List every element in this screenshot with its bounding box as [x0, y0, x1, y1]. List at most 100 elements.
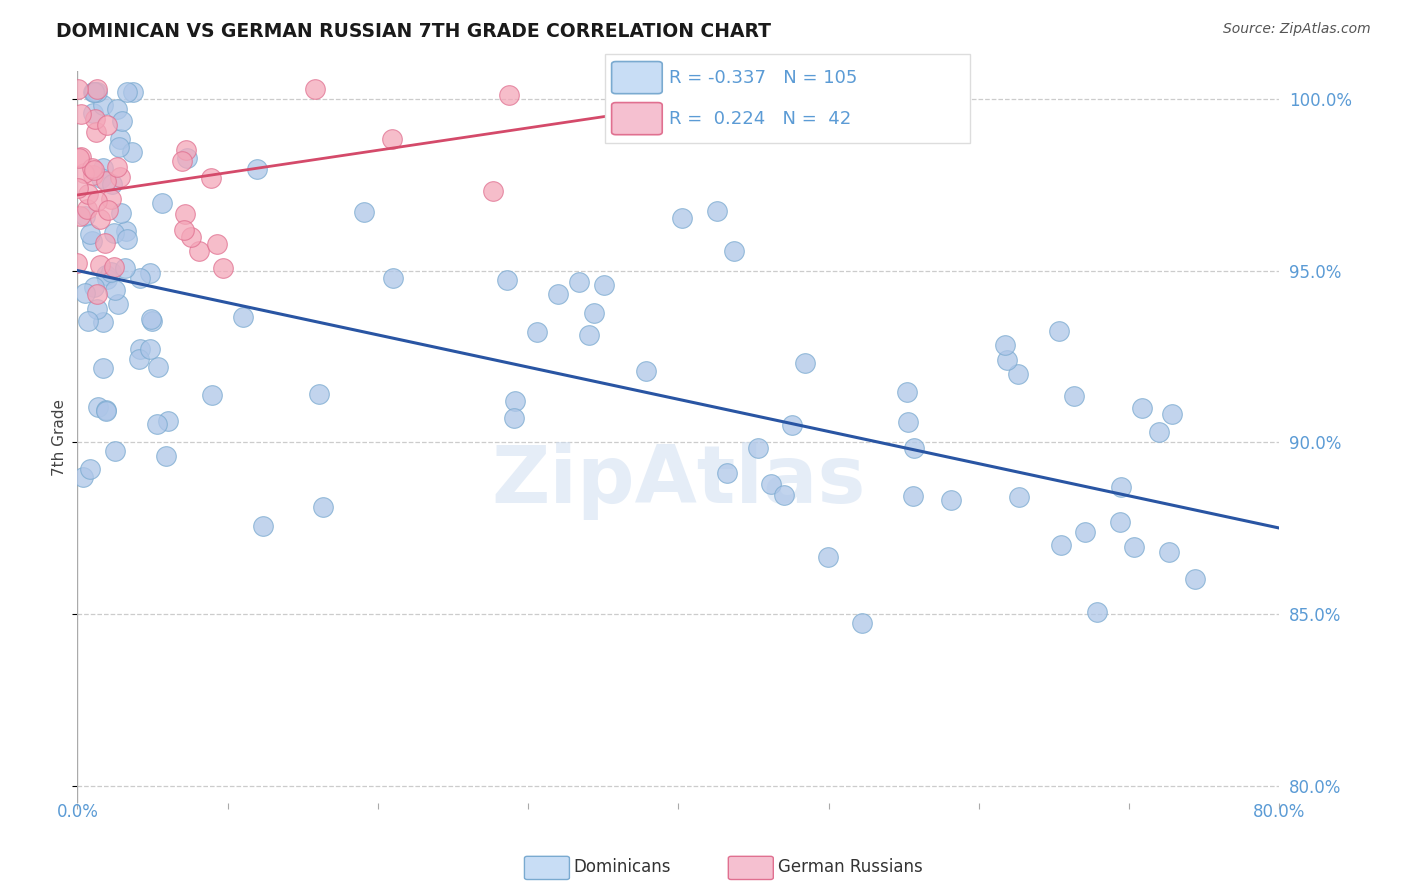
- Point: [382, 271, 405, 285]
- Point: [111, 114, 134, 128]
- Point: [939, 492, 962, 507]
- Point: [503, 394, 526, 409]
- Point: [1047, 324, 1070, 338]
- Point: [86, 85, 108, 99]
- Point: [73, 285, 96, 300]
- Point: [100, 265, 122, 279]
- Point: [96, 272, 118, 286]
- Point: [592, 278, 614, 293]
- Point: [903, 489, 925, 503]
- Point: [104, 283, 127, 297]
- Text: German Russians: German Russians: [778, 858, 922, 876]
- Point: [311, 500, 333, 515]
- Point: [89, 258, 111, 272]
- Point: [69, 210, 91, 224]
- Point: [200, 171, 222, 186]
- Point: [115, 224, 138, 238]
- Point: [86, 286, 108, 301]
- Point: [201, 388, 224, 402]
- Point: [180, 229, 202, 244]
- Point: [84, 112, 107, 126]
- Point: [1157, 545, 1180, 559]
- Point: [636, 90, 658, 104]
- Point: [91, 315, 114, 329]
- Point: [583, 305, 606, 319]
- Point: [86, 81, 108, 95]
- Point: [83, 163, 105, 178]
- Point: [73, 166, 96, 180]
- Point: [96, 268, 118, 283]
- Point: [1073, 524, 1095, 539]
- Point: [86, 302, 108, 317]
- Point: [634, 364, 657, 378]
- Point: [1063, 389, 1085, 403]
- Point: [84, 125, 107, 139]
- Point: [308, 387, 330, 401]
- Point: [1109, 480, 1132, 494]
- Point: [69, 107, 91, 121]
- Point: [100, 192, 122, 206]
- Point: [97, 202, 120, 217]
- Point: [103, 226, 125, 240]
- Point: [148, 360, 170, 375]
- Text: 80.0%: 80.0%: [1253, 803, 1306, 821]
- Point: [93, 161, 115, 176]
- Point: [1123, 540, 1146, 554]
- Point: [66, 81, 89, 95]
- Text: Dominicans: Dominicans: [574, 858, 671, 876]
- Point: [1184, 572, 1206, 586]
- Point: [107, 140, 129, 154]
- Point: [187, 244, 209, 258]
- Point: [79, 227, 101, 242]
- Point: [91, 361, 114, 376]
- Point: [90, 171, 112, 186]
- Point: [496, 273, 519, 287]
- Point: [72, 470, 94, 484]
- Point: [115, 232, 138, 246]
- Point: [1085, 605, 1108, 619]
- Point: [73, 209, 96, 223]
- Point: [114, 260, 136, 275]
- Point: [173, 223, 195, 237]
- Point: [246, 162, 269, 177]
- Point: [141, 314, 163, 328]
- Point: [94, 173, 117, 187]
- Point: [232, 310, 254, 325]
- Point: [141, 312, 163, 326]
- Point: [146, 417, 169, 432]
- Text: R = -0.337   N = 105: R = -0.337 N = 105: [669, 69, 858, 87]
- Text: ZipAtlas: ZipAtlas: [491, 442, 866, 520]
- Point: [205, 236, 228, 251]
- Point: [304, 81, 326, 95]
- Point: [82, 106, 104, 120]
- Point: [139, 266, 162, 280]
- Point: [174, 143, 197, 157]
- Point: [1007, 368, 1029, 382]
- Point: [155, 449, 177, 463]
- Point: [107, 296, 129, 310]
- Point: [793, 356, 815, 370]
- Text: Source: ZipAtlas.com: Source: ZipAtlas.com: [1223, 22, 1371, 37]
- Point: [67, 181, 90, 195]
- Point: [82, 234, 104, 248]
- Point: [252, 518, 274, 533]
- Point: [547, 287, 569, 301]
- Point: [67, 151, 90, 165]
- Point: [851, 616, 873, 631]
- Point: [381, 132, 404, 146]
- Point: [103, 260, 125, 275]
- Point: [761, 477, 783, 491]
- Point: [77, 186, 100, 201]
- Point: [773, 488, 796, 502]
- Point: [1049, 538, 1071, 552]
- Point: [481, 184, 503, 198]
- Point: [212, 260, 235, 275]
- Point: [1108, 515, 1130, 529]
- Point: [104, 443, 127, 458]
- Point: [110, 169, 132, 184]
- Point: [93, 98, 115, 112]
- Point: [578, 327, 600, 342]
- Point: [86, 194, 108, 209]
- Point: [83, 280, 105, 294]
- Point: [498, 88, 520, 103]
